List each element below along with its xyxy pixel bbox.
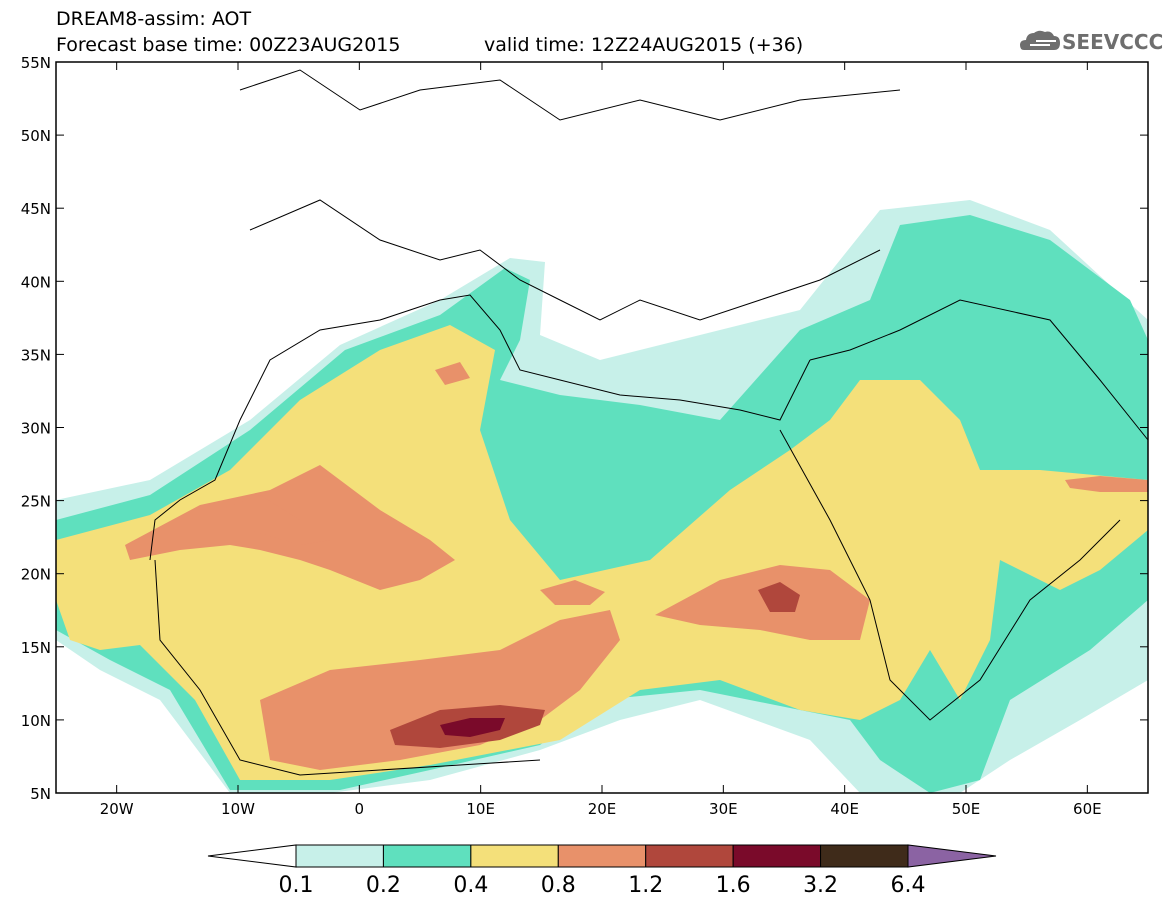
colorbar-segment (645, 844, 734, 868)
lon-tick-label: 30E (709, 800, 738, 818)
lat-tick-label: 35N (21, 346, 51, 364)
lat-tick-label: 45N (21, 200, 51, 218)
contour-0.8-g (1065, 476, 1148, 492)
lon-tick-label: 0 (355, 800, 365, 818)
colorbar-label: 0.2 (366, 873, 401, 898)
lat-tick-label: 25N (21, 493, 51, 511)
colorbar-label: 0.8 (541, 873, 576, 898)
valid-time: valid time: 12Z24AUG2015 (+36) (484, 34, 804, 56)
lat-tick-label: 50N (21, 127, 51, 145)
lat-tick-label: 10N (21, 712, 51, 730)
lat-tick-label: 20N (21, 566, 51, 584)
contour-0.8-e (540, 580, 605, 605)
colorbar-label: 1.2 (628, 873, 663, 898)
colorbar-label: 1.6 (716, 873, 751, 898)
colorbar-segment (557, 844, 647, 868)
contour-0.4 (56, 325, 1148, 780)
forecast-base-time: Forecast base time: 00Z23AUG2015 (56, 34, 401, 56)
lon-tick-label: 50E (952, 800, 981, 818)
contour-0.8-c (260, 610, 620, 770)
colorbar-segment (820, 844, 909, 868)
colorbar-label: 6.4 (891, 873, 926, 898)
colorbar-segment (907, 844, 997, 868)
colorbar-segment (470, 844, 559, 868)
lat-tick-label: 55N (21, 54, 51, 72)
lat-tick-label: 30N (21, 420, 51, 438)
contour-0.8-f (435, 362, 470, 385)
colorbar-label: 0.4 (453, 873, 488, 898)
colorbar-segment (382, 844, 472, 868)
aot-contours (56, 62, 1148, 793)
lon-tick-label: 60E (1073, 800, 1102, 818)
lat-tick-label: 15N (21, 639, 51, 657)
colorbar-segment (732, 844, 822, 868)
coastlines (149, 69, 1148, 776)
lon-tick-label: 10W (221, 800, 255, 818)
colorbar-segment (295, 844, 384, 868)
lon-tick-label: 40E (830, 800, 859, 818)
contour-0.8-b (220, 495, 330, 545)
colorbar-segment (207, 844, 297, 868)
lon-tick-label: 20W (100, 800, 134, 818)
lat-axis: 55N 50N 45N 40N 35N 30N 25N 20N 15N 10N 5N (21, 54, 1148, 803)
cloud-logo-icon (1020, 30, 1060, 50)
contour-1.2-b (758, 582, 800, 612)
contour-0.8-d (655, 565, 870, 640)
lat-tick-label: 40N (21, 273, 51, 291)
colorbar-label: 0.1 (279, 873, 314, 898)
map-title: DREAM8-assim: AOT (56, 8, 252, 30)
lon-tick-label: 10E (466, 800, 495, 818)
lon-tick-label: 20E (588, 800, 617, 818)
lat-tick-label: 5N (30, 785, 51, 803)
lon-axis: 20W 10W 0 10E 20E 30E 40E 50E 60E (100, 62, 1102, 818)
colorbar: 0.1 0.2 0.4 0.8 1.2 1.6 3.2 6.4 (207, 844, 997, 898)
seevccc-logo-text: SEEVCCC (1062, 30, 1164, 54)
contour-1.6 (440, 718, 505, 737)
colorbar-label: 3.2 (803, 873, 838, 898)
